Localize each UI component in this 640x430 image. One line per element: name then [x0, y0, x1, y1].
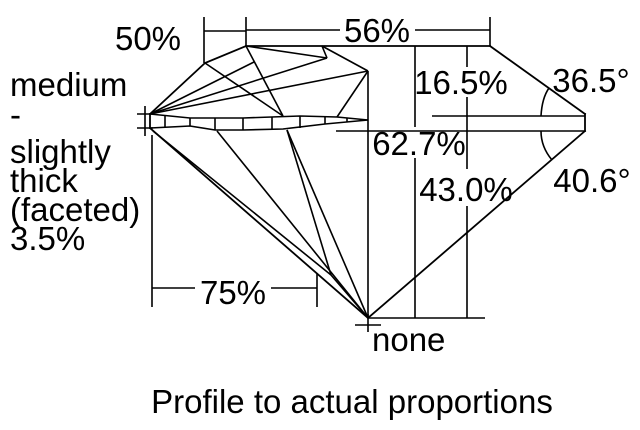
pavilion-facets [152, 129, 369, 319]
crown-angle-arc [540, 87, 550, 117]
star-length-dim [203, 17, 246, 63]
girdle-description: medium - slightly thick (faceted) 3.5% [10, 66, 140, 257]
girdle-desc-line-3: slightly [10, 133, 111, 170]
dimension-lines [137, 17, 585, 332]
crown-facets [149, 45, 369, 118]
pavilion-angle-arc [540, 130, 553, 161]
girdle-desc-line-4: thick [10, 162, 78, 199]
pavilion-angle-label: 40.6° [553, 162, 630, 199]
star-length-label: 50% [115, 20, 181, 57]
diamond-wireframe [148, 44, 587, 320]
pavilion-right-slope [366, 129, 587, 320]
lower-girdle-label: 75% [200, 274, 266, 311]
total-depth-label: 62.7% [372, 125, 466, 162]
girdle-desc-line-5: (faceted) [10, 191, 140, 228]
crown-height-label: 16.5% [414, 64, 508, 101]
lower-girdle-dim [151, 135, 318, 307]
measurement-labels: 50% 56% 16.5% 36.5° 62.7% 43.0% 40.6° 75… [115, 12, 631, 358]
girdle-thickness-ticks [137, 106, 153, 136]
pavilion-depth-label: 43.0% [419, 171, 513, 208]
girdle-desc-line-2: - [10, 96, 21, 133]
figure-caption: Profile to actual proportions [151, 383, 553, 420]
girdle-desc-line-6: 3.5% [10, 220, 85, 257]
girdle-desc-line-1: medium [10, 66, 127, 103]
pavilion-left-silhouette [148, 126, 370, 320]
table-size-label: 56% [344, 12, 410, 49]
girdle-band [149, 113, 369, 131]
culet-tick [355, 314, 381, 332]
culet-label: none [372, 321, 445, 358]
crown-right-slope [488, 44, 587, 116]
table-size-dim [245, 17, 491, 46]
crown-angle-label: 36.5° [552, 62, 629, 99]
